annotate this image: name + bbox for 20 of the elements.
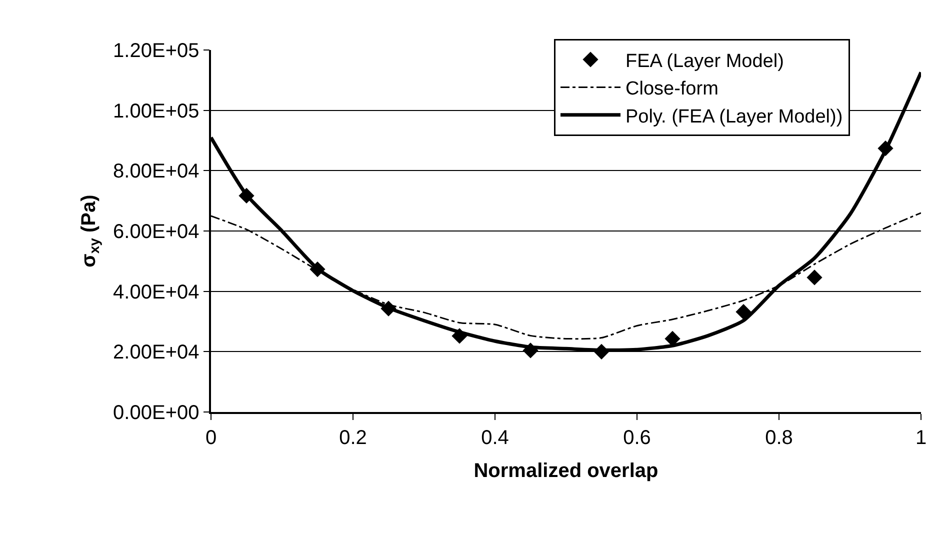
legend-label: Close-form: [626, 78, 718, 100]
legend-label: Poly. (FEA (Layer Model)): [626, 106, 843, 128]
legend-label: FEA (Layer Model): [626, 50, 784, 72]
y-tick-label: 1.00E+05: [113, 100, 200, 122]
x-tick-label: 0.6: [623, 426, 651, 449]
y-tick-label: 6.00E+04: [113, 221, 200, 243]
x-axis-title: Normalized overlap: [474, 460, 658, 482]
point: [664, 330, 680, 346]
point: [736, 304, 752, 320]
x-tick-label: 0.2: [339, 426, 367, 449]
point: [806, 270, 822, 286]
x-tick-label: 0: [205, 426, 217, 449]
y-tick-label: 2.00E+04: [113, 342, 200, 364]
y-tick-label: 8.00E+04: [113, 160, 200, 183]
x-tick-label: 0.8: [765, 426, 793, 449]
x-tick-label: 1: [915, 426, 927, 449]
x-tick-label: 0.4: [481, 426, 509, 449]
y-tick-label: 0.00E+00: [113, 402, 200, 424]
y-tick-label: 1.20E+05: [113, 40, 200, 62]
y-tick-label: 4.00E+04: [113, 281, 200, 304]
